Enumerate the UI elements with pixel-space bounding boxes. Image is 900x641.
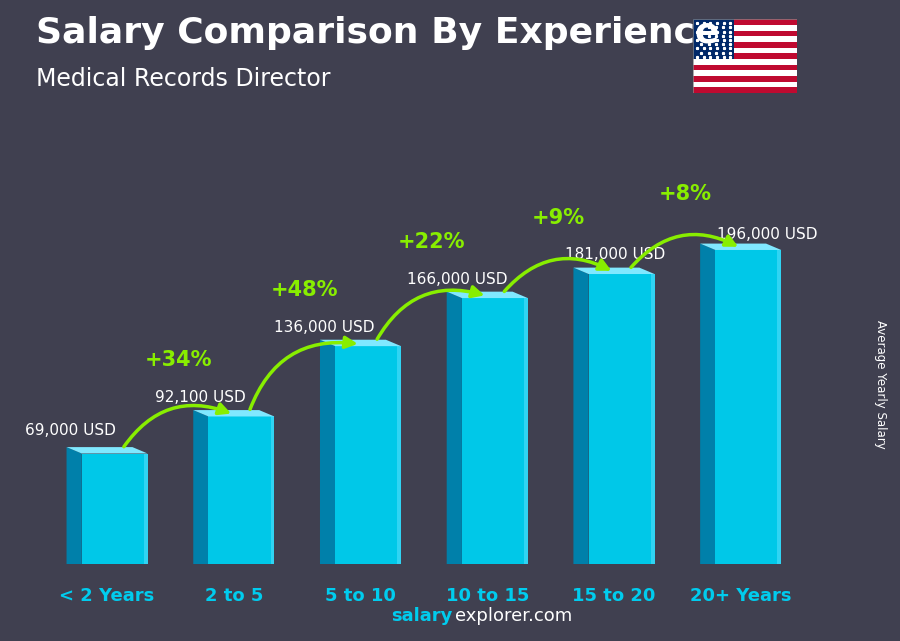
Text: 2 to 5: 2 to 5: [204, 587, 263, 605]
Polygon shape: [194, 410, 209, 564]
Polygon shape: [320, 340, 401, 346]
Polygon shape: [446, 292, 527, 298]
Polygon shape: [397, 346, 401, 564]
Text: salary: salary: [392, 607, 453, 625]
Text: +22%: +22%: [398, 232, 465, 252]
Bar: [693, 87, 796, 93]
Polygon shape: [194, 410, 274, 417]
Polygon shape: [524, 298, 527, 564]
Bar: [693, 65, 796, 71]
Text: 196,000 USD: 196,000 USD: [717, 228, 817, 242]
Bar: [693, 81, 796, 87]
Polygon shape: [209, 417, 274, 564]
Text: 69,000 USD: 69,000 USD: [25, 423, 116, 438]
Bar: [693, 19, 796, 25]
Polygon shape: [573, 268, 589, 564]
Polygon shape: [700, 244, 716, 564]
Polygon shape: [716, 250, 781, 564]
Bar: [693, 31, 796, 37]
Text: 15 to 20: 15 to 20: [572, 587, 656, 605]
Text: +8%: +8%: [659, 184, 711, 204]
Text: 136,000 USD: 136,000 USD: [274, 320, 374, 335]
Polygon shape: [320, 340, 335, 564]
Polygon shape: [271, 417, 274, 564]
Polygon shape: [82, 454, 148, 564]
Polygon shape: [335, 346, 401, 564]
Polygon shape: [700, 244, 781, 250]
Text: explorer.com: explorer.com: [454, 607, 572, 625]
Polygon shape: [67, 447, 82, 564]
Text: +48%: +48%: [271, 280, 338, 300]
Polygon shape: [446, 292, 462, 564]
Text: Medical Records Director: Medical Records Director: [36, 67, 330, 91]
Bar: [693, 59, 796, 65]
Bar: [693, 42, 796, 47]
Text: 166,000 USD: 166,000 USD: [407, 272, 507, 287]
Polygon shape: [67, 447, 148, 454]
Text: Average Yearly Salary: Average Yearly Salary: [874, 320, 886, 449]
Bar: [693, 19, 734, 59]
Bar: [693, 71, 796, 76]
Polygon shape: [462, 298, 527, 564]
Text: 5 to 10: 5 to 10: [325, 587, 396, 605]
Polygon shape: [651, 274, 654, 564]
Bar: [693, 25, 796, 31]
Bar: [693, 47, 796, 53]
Text: +34%: +34%: [144, 351, 212, 370]
Text: 20+ Years: 20+ Years: [690, 587, 791, 605]
Polygon shape: [778, 250, 781, 564]
Polygon shape: [144, 454, 148, 564]
Text: 181,000 USD: 181,000 USD: [565, 247, 665, 263]
Polygon shape: [589, 274, 654, 564]
Polygon shape: [573, 268, 654, 274]
Text: Salary Comparison By Experience: Salary Comparison By Experience: [36, 16, 719, 50]
Text: 92,100 USD: 92,100 USD: [156, 390, 247, 405]
Text: < 2 Years: < 2 Years: [59, 587, 155, 605]
Text: 10 to 15: 10 to 15: [446, 587, 529, 605]
Text: +9%: +9%: [532, 208, 585, 228]
Bar: [693, 37, 796, 42]
Bar: [693, 53, 796, 59]
Bar: [693, 76, 796, 81]
